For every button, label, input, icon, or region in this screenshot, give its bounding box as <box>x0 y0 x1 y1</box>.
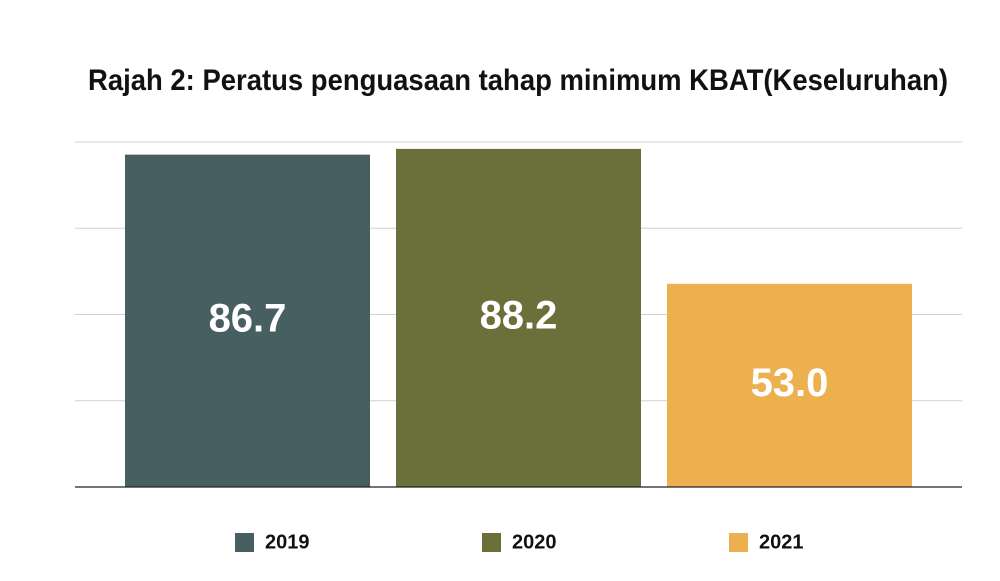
legend-swatch <box>482 533 501 552</box>
bar <box>667 283 912 487</box>
bar <box>396 148 641 487</box>
data-label: 86.7 <box>209 296 287 340</box>
legend-label: 2021 <box>759 531 804 553</box>
legend-swatch <box>235 533 254 552</box>
legend-label: 2019 <box>265 531 310 553</box>
legend-swatch <box>729 533 748 552</box>
data-label: 88.2 <box>480 294 558 338</box>
legend-label: 2020 <box>512 531 557 553</box>
bar <box>125 154 370 487</box>
chart-title: Rajah 2: Peratus penguasaan tahap minimu… <box>88 64 948 97</box>
data-label: 53.0 <box>751 361 829 405</box>
